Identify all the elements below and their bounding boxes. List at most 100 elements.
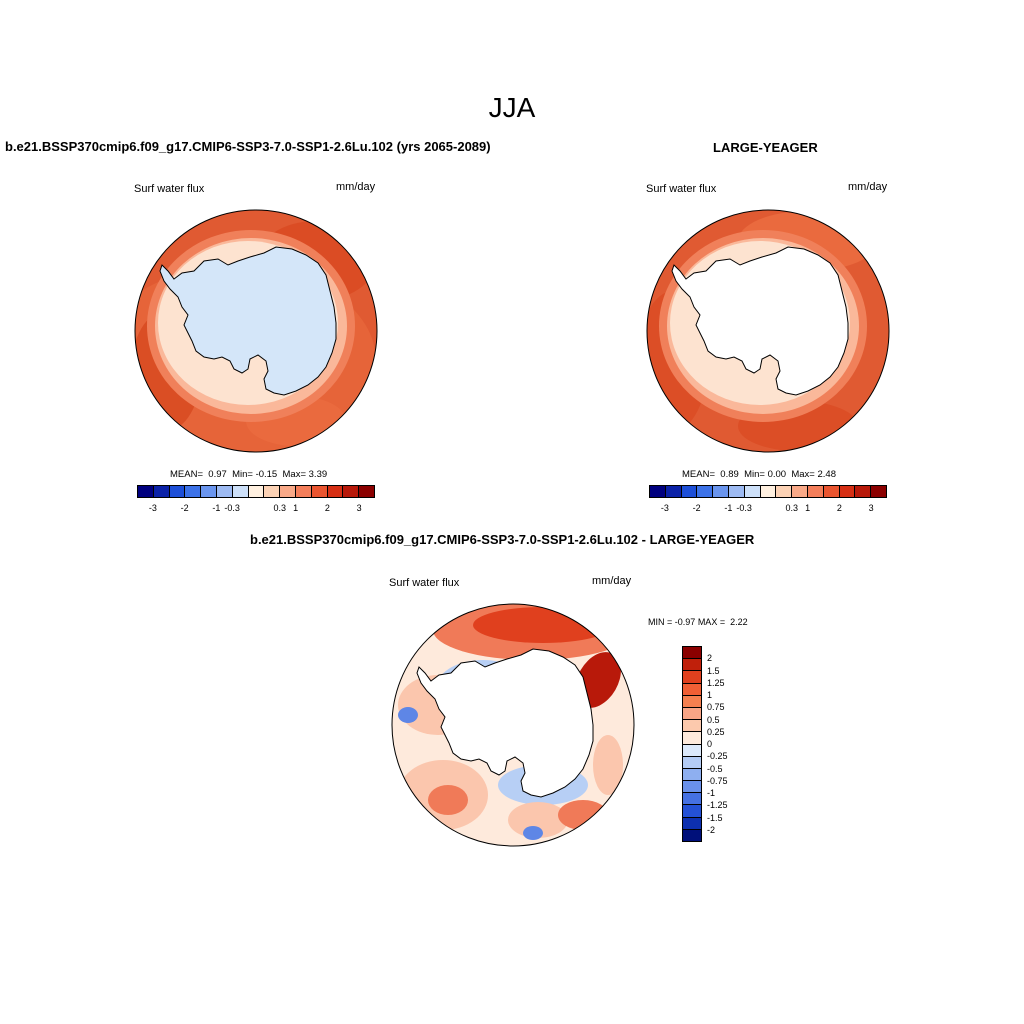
colorbar-swatch xyxy=(327,486,344,497)
panel3-title: b.e21.BSSP370cmip6.f09_g17.CMIP6-SSP3-7.… xyxy=(250,532,755,547)
colorbar-tick-label: 2 xyxy=(836,503,842,513)
panel1-min-label: Min= xyxy=(232,469,253,480)
colorbar-tick-label: 3 xyxy=(868,503,874,513)
colorbar-label: -1.25 xyxy=(707,800,728,811)
colorbar-swatch xyxy=(683,707,701,721)
colorbar-swatch xyxy=(839,486,856,497)
colorbar-label: -2 xyxy=(707,824,716,835)
colorbar-tick-label: 3 xyxy=(356,503,362,513)
colorbar-label: 0 xyxy=(707,739,713,749)
colorbar-swatch xyxy=(713,486,729,497)
colorbar-swatch xyxy=(792,486,808,497)
colorbar-swatch xyxy=(683,695,701,708)
panel2-mean-label: MEAN= xyxy=(682,469,715,480)
colorbar-swatch xyxy=(807,486,824,497)
colorbar-label: 2 xyxy=(707,653,713,664)
colorbar-swatch xyxy=(683,720,701,733)
colorbar-swatch xyxy=(248,486,265,497)
panel2-max: 2.48 xyxy=(817,469,836,480)
colorbar-tick-label: 1 xyxy=(293,503,299,513)
colorbar-tick-label: -2 xyxy=(692,503,701,513)
panel2-colorbar xyxy=(649,485,887,498)
colorbar-swatch xyxy=(681,486,698,497)
colorbar-swatch xyxy=(683,659,701,672)
colorbar-swatch xyxy=(665,486,682,497)
panel3-minmax: MIN = -0.97 MAX = 2.22 xyxy=(648,617,748,627)
panel1-title: b.e21.BSSP370cmip6.f09_g17.CMIP6-SSP3-7.… xyxy=(5,139,491,154)
colorbar-swatch xyxy=(776,486,793,497)
colorbar-swatch xyxy=(683,756,701,769)
colorbar-tick-label: -3 xyxy=(660,503,669,513)
panel2-min-label: Min= xyxy=(744,469,765,480)
colorbar-swatch xyxy=(683,829,701,841)
colorbar-swatch xyxy=(683,793,701,806)
colorbar-swatch xyxy=(855,486,872,497)
panel2-stats: MEAN= 0.89 Min= 0.00 Max= 2.48 xyxy=(682,469,836,480)
colorbar-tick-label: -2 xyxy=(180,503,189,513)
colorbar-label: 0.5 xyxy=(707,714,720,725)
colorbar-tick-label: 1 xyxy=(805,503,811,513)
colorbar-swatch xyxy=(683,744,701,757)
colorbar-label: 0.25 xyxy=(707,726,725,737)
panel1-colorbar xyxy=(137,485,375,498)
panel3-max-label: MAX = xyxy=(697,617,726,627)
panel1-max-label: Max= xyxy=(282,469,307,480)
panel2-variable: Surf water flux xyxy=(646,183,717,195)
colorbar-label: -1.5 xyxy=(707,812,723,823)
colorbar-swatch xyxy=(280,486,296,497)
colorbar-label: -0.5 xyxy=(707,763,723,774)
colorbar-tick-label: -0.3 xyxy=(224,503,240,513)
colorbar-swatch xyxy=(683,732,701,745)
panel2-max-label: Max= xyxy=(791,469,815,480)
colorbar-swatch xyxy=(216,486,233,497)
colorbar-tick-label: 0.3 xyxy=(273,503,287,513)
panel3-variable: Surf water flux xyxy=(389,577,460,589)
colorbar-swatch xyxy=(871,486,886,497)
panel2-units: mm/day xyxy=(848,181,888,193)
colorbar-tick-label: -1 xyxy=(212,503,221,513)
colorbar-swatch xyxy=(264,486,281,497)
colorbar-tick-label: 2 xyxy=(324,503,330,513)
colorbar-swatch xyxy=(359,486,374,497)
panel1-variable: Surf water flux xyxy=(134,183,205,195)
colorbar-swatch xyxy=(683,805,701,818)
colorbar-swatch xyxy=(683,647,701,660)
panel2-colorbar-ticks: -3 -2 -1 -0.3 0.3 1 2 3 xyxy=(649,503,887,515)
panel1-map xyxy=(134,209,378,453)
panel1-mean: 0.97 xyxy=(208,469,227,480)
colorbar-swatch xyxy=(169,486,186,497)
panel1-colorbar-ticks: -3 -2 -1 -0.3 0.3 1 2 3 xyxy=(137,503,375,515)
panel3-colorbar xyxy=(682,646,702,842)
colorbar-swatch xyxy=(683,671,701,684)
colorbar-swatch xyxy=(728,486,745,497)
colorbar-swatch xyxy=(650,486,666,497)
panel1-min: -0.15 xyxy=(255,469,278,480)
colorbar-swatch xyxy=(343,486,360,497)
colorbar-swatch xyxy=(153,486,170,497)
colorbar-swatch xyxy=(232,486,249,497)
colorbar-label: 1.25 xyxy=(707,677,725,688)
panel2-title: LARGE-YEAGER xyxy=(713,140,818,155)
panel3-min: -0.97 xyxy=(674,617,696,627)
colorbar-label: 1 xyxy=(707,690,713,700)
colorbar-label: 1.5 xyxy=(707,665,720,676)
colorbar-swatch xyxy=(823,486,840,497)
colorbar-label: -0.25 xyxy=(707,751,728,762)
colorbar-label: -0.75 xyxy=(707,775,728,786)
panel3-min-label: MIN = xyxy=(648,617,673,627)
colorbar-swatch xyxy=(697,486,714,497)
colorbar-swatch xyxy=(201,486,217,497)
colorbar-swatch xyxy=(683,768,701,782)
panel2-map xyxy=(646,209,890,453)
colorbar-swatch xyxy=(185,486,202,497)
colorbar-swatch xyxy=(138,486,154,497)
panel1-max: 3.39 xyxy=(308,469,328,480)
colorbar-label: -1 xyxy=(707,788,716,798)
colorbar-label: 0.75 xyxy=(707,702,725,713)
colorbar-swatch xyxy=(311,486,328,497)
colorbar-tick-label: 0.3 xyxy=(785,503,799,513)
colorbar-swatch xyxy=(295,486,312,497)
panel1-mean-label: MEAN= xyxy=(170,469,203,480)
panel1-stats: MEAN= 0.97 Min= -0.15 Max= 3.39 xyxy=(170,469,327,480)
panel1-units: mm/day xyxy=(336,181,376,193)
